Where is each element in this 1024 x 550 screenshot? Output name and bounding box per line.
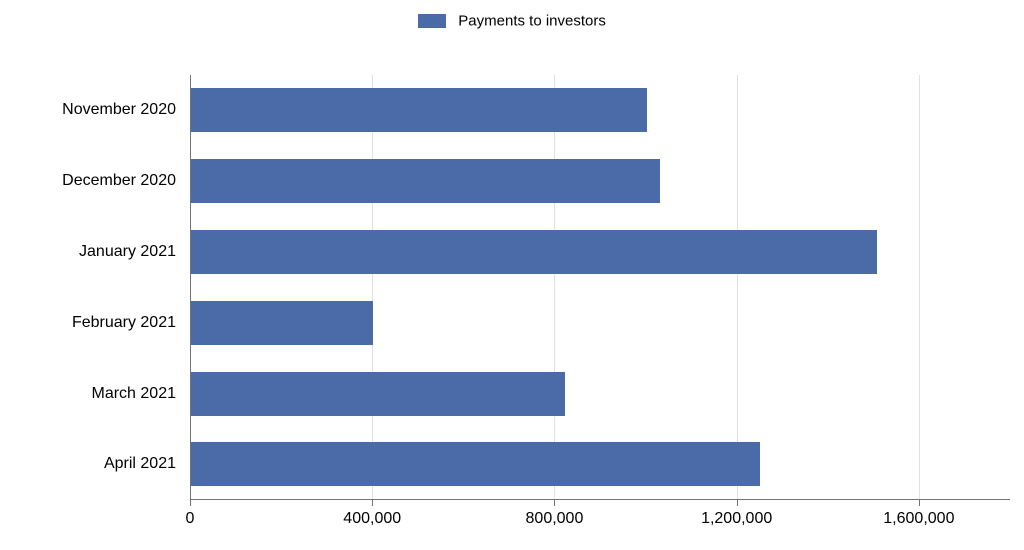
x-tick-label: 400,000 (343, 500, 401, 528)
y-tick-label: December 2020 (20, 172, 190, 190)
chart-legend: Payments to investors (0, 12, 1024, 30)
legend-label: Payments to investors (458, 13, 606, 30)
legend-swatch (418, 14, 446, 28)
y-tick-label: March 2021 (20, 385, 190, 403)
bar (191, 230, 877, 274)
x-tick-label: 1,600,000 (883, 500, 954, 528)
x-tick-label: 0 (186, 500, 195, 528)
y-tick-label: February 2021 (20, 314, 190, 332)
bar (191, 159, 660, 203)
bar (191, 88, 647, 132)
chart-plot-area: November 2020December 2020January 2021Fe… (190, 75, 1010, 500)
y-axis-line (190, 75, 191, 500)
gridline (919, 75, 920, 500)
y-tick-label: January 2021 (20, 243, 190, 261)
gridline (554, 75, 555, 500)
y-tick-label: November 2020 (20, 101, 190, 119)
bar (191, 301, 373, 345)
x-tick-label: 800,000 (526, 500, 584, 528)
x-tick-label: 1,200,000 (701, 500, 772, 528)
bar (191, 442, 760, 486)
gridline (372, 75, 373, 500)
y-tick-label: April 2021 (20, 455, 190, 473)
gridline (737, 75, 738, 500)
bar (191, 372, 565, 416)
